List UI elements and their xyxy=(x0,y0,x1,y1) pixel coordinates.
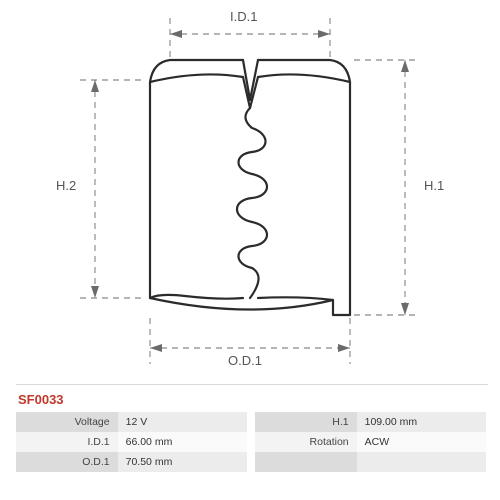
divider-line xyxy=(16,384,488,385)
table-row xyxy=(255,452,486,472)
spec-label: Rotation xyxy=(255,432,357,452)
spec-value: 109.00 mm xyxy=(357,412,486,432)
table-row: Voltage 12 V xyxy=(16,412,247,432)
spec-col-right: H.1 109.00 mm Rotation ACW xyxy=(255,412,486,472)
part-number: SF0033 xyxy=(18,392,64,407)
spec-value: 12 V xyxy=(118,412,247,432)
spec-label: Voltage xyxy=(16,412,118,432)
table-row: H.1 109.00 mm xyxy=(255,412,486,432)
table-row: O.D.1 70.50 mm xyxy=(16,452,247,472)
spec-label: I.D.1 xyxy=(16,432,118,452)
spec-label xyxy=(255,452,357,472)
spec-value: ACW xyxy=(357,432,486,452)
table-row: Rotation ACW xyxy=(255,432,486,452)
spec-label: O.D.1 xyxy=(16,452,118,472)
spec-value: 66.00 mm xyxy=(118,432,247,452)
spec-col-left: Voltage 12 V I.D.1 66.00 mm O.D.1 70.50 … xyxy=(16,412,247,472)
spec-value: 70.50 mm xyxy=(118,452,247,472)
label-h1: H.1 xyxy=(424,178,444,193)
label-h2: H.2 xyxy=(56,178,76,193)
label-id1: I.D.1 xyxy=(230,9,257,24)
label-od1: O.D.1 xyxy=(228,353,262,368)
dimension-arrows xyxy=(91,30,409,352)
spec-value xyxy=(357,452,486,472)
dimension-lines xyxy=(80,18,420,364)
diagram-area: I.D.1 O.D.1 H.1 H.2 xyxy=(0,0,500,380)
spec-label: H.1 xyxy=(255,412,357,432)
part-outline xyxy=(150,60,350,315)
spec-table: Voltage 12 V I.D.1 66.00 mm O.D.1 70.50 … xyxy=(16,412,486,472)
table-row: I.D.1 66.00 mm xyxy=(16,432,247,452)
